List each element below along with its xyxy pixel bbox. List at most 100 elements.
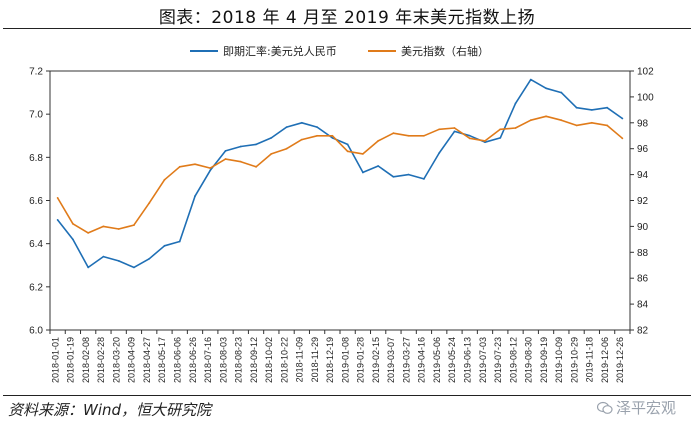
data-point-usdcny xyxy=(239,145,242,148)
data-point-usd-index xyxy=(590,121,593,124)
data-point-usd-index xyxy=(438,128,441,131)
x-tick-label: 2018-08-03 xyxy=(218,337,228,383)
data-point-usd-index xyxy=(529,119,532,122)
data-point-usdcny xyxy=(621,117,624,120)
data-point-usdcny xyxy=(178,240,181,243)
data-point-usd-index xyxy=(56,197,59,199)
dual-axis-line-chart: 6.0 6.2 6.4 6.6 6.8 7.0 7.2 82 84 86 88 90 92 94 96 98 1… xyxy=(29,44,654,383)
x-tick-label: 2019-04-16 xyxy=(417,337,427,383)
data-point-usdcny xyxy=(407,173,410,176)
data-point-usdcny xyxy=(575,106,578,109)
chart-title: 图表：2018 年 4 月至 2019 年末美元指数上扬 xyxy=(158,8,536,28)
x-tick-label: 2019-07-03 xyxy=(478,337,488,383)
x-tick-label: 2018-02-08 xyxy=(81,337,91,383)
x-tick-label: 2018-08-23 xyxy=(234,337,244,383)
plot-area xyxy=(49,70,631,331)
data-point-usd-index xyxy=(163,178,166,181)
data-point-usd-index xyxy=(361,152,364,155)
data-point-usdcny xyxy=(453,130,456,133)
data-point-usdcny xyxy=(377,165,380,167)
y-right-tick-label: 92 xyxy=(637,196,649,207)
data-point-usd-index xyxy=(224,158,227,160)
x-tick-label: 2018-05-17 xyxy=(157,337,167,383)
x-tick-label: 2019-03-27 xyxy=(401,337,411,383)
data-point-usd-index xyxy=(575,124,578,127)
data-point-usdcny xyxy=(545,87,547,90)
x-tick-label: 2019-12-06 xyxy=(600,337,610,383)
x-tick-label: 2019-01-28 xyxy=(356,337,366,383)
data-point-usd-index xyxy=(346,150,349,153)
data-point-usd-index xyxy=(514,127,517,129)
data-point-usd-index xyxy=(87,231,90,234)
data-point-usdcny xyxy=(484,141,486,144)
data-point-usd-index xyxy=(178,165,181,168)
data-point-usdcny xyxy=(300,121,303,124)
data-point-usdcny xyxy=(194,195,196,198)
x-tick-label: 2019-08-30 xyxy=(524,337,534,383)
data-point-usdcny xyxy=(163,244,166,247)
x-tick-label: 2018-01-19 xyxy=(66,337,76,383)
data-point-usd-index xyxy=(117,228,120,230)
x-tick-label: 2018-12-19 xyxy=(325,337,335,383)
x-tick-label: 2019-01-08 xyxy=(340,337,350,383)
y-left-tick-label: 7.0 xyxy=(29,110,43,121)
data-point-usd-index xyxy=(239,160,242,163)
y-left-tick-label: 6.4 xyxy=(29,239,43,250)
data-point-usdcny xyxy=(117,260,120,262)
x-tick-label: 2018-03-20 xyxy=(111,337,121,383)
x-tick-label: 2019-10-29 xyxy=(569,337,579,383)
data-point-usd-index xyxy=(377,140,380,142)
y-right-tick-label: 94 xyxy=(637,170,649,181)
data-point-usdcny xyxy=(438,152,441,154)
data-point-usdcny xyxy=(331,137,334,139)
y-right-tick-label: 96 xyxy=(637,144,649,155)
x-tick-label: 2019-11-18 xyxy=(585,337,595,382)
data-point-usd-index xyxy=(392,132,395,135)
data-point-usd-index xyxy=(453,127,456,129)
source-note: 资料来源：Wind，恒大研究院 xyxy=(8,401,212,419)
data-point-usdcny xyxy=(56,219,59,221)
data-point-usd-index xyxy=(407,134,410,137)
x-tick-label: 2018-10-22 xyxy=(279,337,289,383)
y-left-tick-label: 6.0 xyxy=(29,326,43,337)
data-point-usd-index xyxy=(255,165,257,168)
x-tick-label: 2018-04-09 xyxy=(127,337,137,383)
data-point-usdcny xyxy=(606,106,609,109)
x-tick-label: 2018-02-28 xyxy=(96,337,106,383)
x-tick-label: 2018-04-27 xyxy=(142,337,152,383)
data-point-usdcny xyxy=(255,143,257,146)
x-tick-label: 2019-05-06 xyxy=(432,337,442,383)
data-point-usdcny xyxy=(316,126,319,129)
x-tick-label: 2018-11-29 xyxy=(310,337,320,382)
data-point-usdcny xyxy=(285,126,288,129)
y-right-tick-label: 86 xyxy=(637,274,649,285)
watermark-text: 泽平宏观 xyxy=(615,399,676,417)
data-point-usdcny xyxy=(423,178,425,180)
x-tick-label: 2018-07-16 xyxy=(203,337,213,383)
x-tick-label: 2018-11-09 xyxy=(295,337,305,382)
data-point-usd-index xyxy=(194,163,196,166)
y-right-tick-label: 102 xyxy=(637,67,654,78)
data-point-usdcny xyxy=(590,108,593,111)
y-right-tick-label: 100 xyxy=(637,92,654,103)
x-tick-label: 2018-10-02 xyxy=(264,337,274,383)
data-point-usd-index xyxy=(102,225,105,228)
x-tick-label: 2018-01-01 xyxy=(50,337,60,383)
x-tick-label: 2018-06-26 xyxy=(188,337,198,383)
legend-label: 美元指数（右轴） xyxy=(401,44,489,58)
data-point-usd-index xyxy=(285,147,288,150)
data-point-usdcny xyxy=(270,137,273,139)
x-tick-label: 2019-08-12 xyxy=(508,337,518,383)
y-right-tick-label: 82 xyxy=(637,326,649,337)
data-point-usd-index xyxy=(71,222,74,225)
y-right-tick-label: 88 xyxy=(637,248,649,259)
y-left-tick-label: 6.2 xyxy=(29,282,43,293)
x-tick-label: 2019-09-19 xyxy=(539,337,549,383)
series-line-usdcny xyxy=(56,78,623,269)
watermark: 泽平宏观 xyxy=(596,397,676,418)
data-point-usdcny xyxy=(209,169,212,172)
x-tick-label: 2019-05-24 xyxy=(447,337,457,383)
data-point-usdcny xyxy=(71,238,74,241)
data-point-usd-index xyxy=(545,115,547,118)
data-point-usd-index xyxy=(316,134,319,137)
